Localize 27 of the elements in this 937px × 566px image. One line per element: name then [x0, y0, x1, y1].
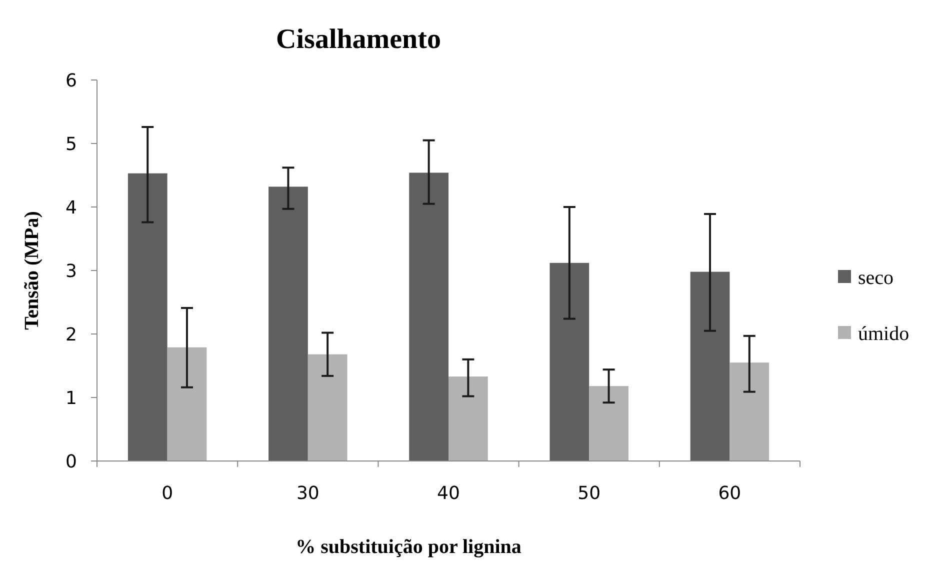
y-tick-label: 0 [66, 451, 77, 472]
y-tick-label: 1 [66, 388, 77, 409]
bar [268, 186, 308, 461]
x-tick-label: 60 [718, 483, 742, 504]
bar [448, 376, 488, 461]
chart-title: Cisalhamento [276, 24, 441, 55]
bar [589, 386, 628, 461]
x-axis-title: % substituição por lignina [296, 536, 522, 558]
y-tick-label: 3 [66, 260, 77, 282]
x-tick-label: 40 [437, 483, 460, 504]
bar [167, 347, 207, 461]
bar [730, 362, 770, 461]
y-tick-label: 6 [66, 70, 77, 92]
bar [550, 262, 590, 461]
bar [690, 272, 730, 461]
bar [308, 354, 348, 461]
y-axis-title: Tensão (MPa) [21, 211, 43, 330]
legend-label: seco [858, 267, 894, 289]
x-tick-label: 0 [162, 483, 174, 504]
x-tick-label: 50 [578, 483, 601, 504]
y-tick-label: 4 [66, 197, 77, 218]
legend-label: úmido [858, 323, 910, 345]
y-tick-label: 2 [66, 324, 77, 346]
x-tick-label: 30 [296, 483, 320, 504]
y-tick-label: 5 [66, 134, 77, 155]
bar [409, 172, 448, 461]
bar [128, 173, 168, 461]
